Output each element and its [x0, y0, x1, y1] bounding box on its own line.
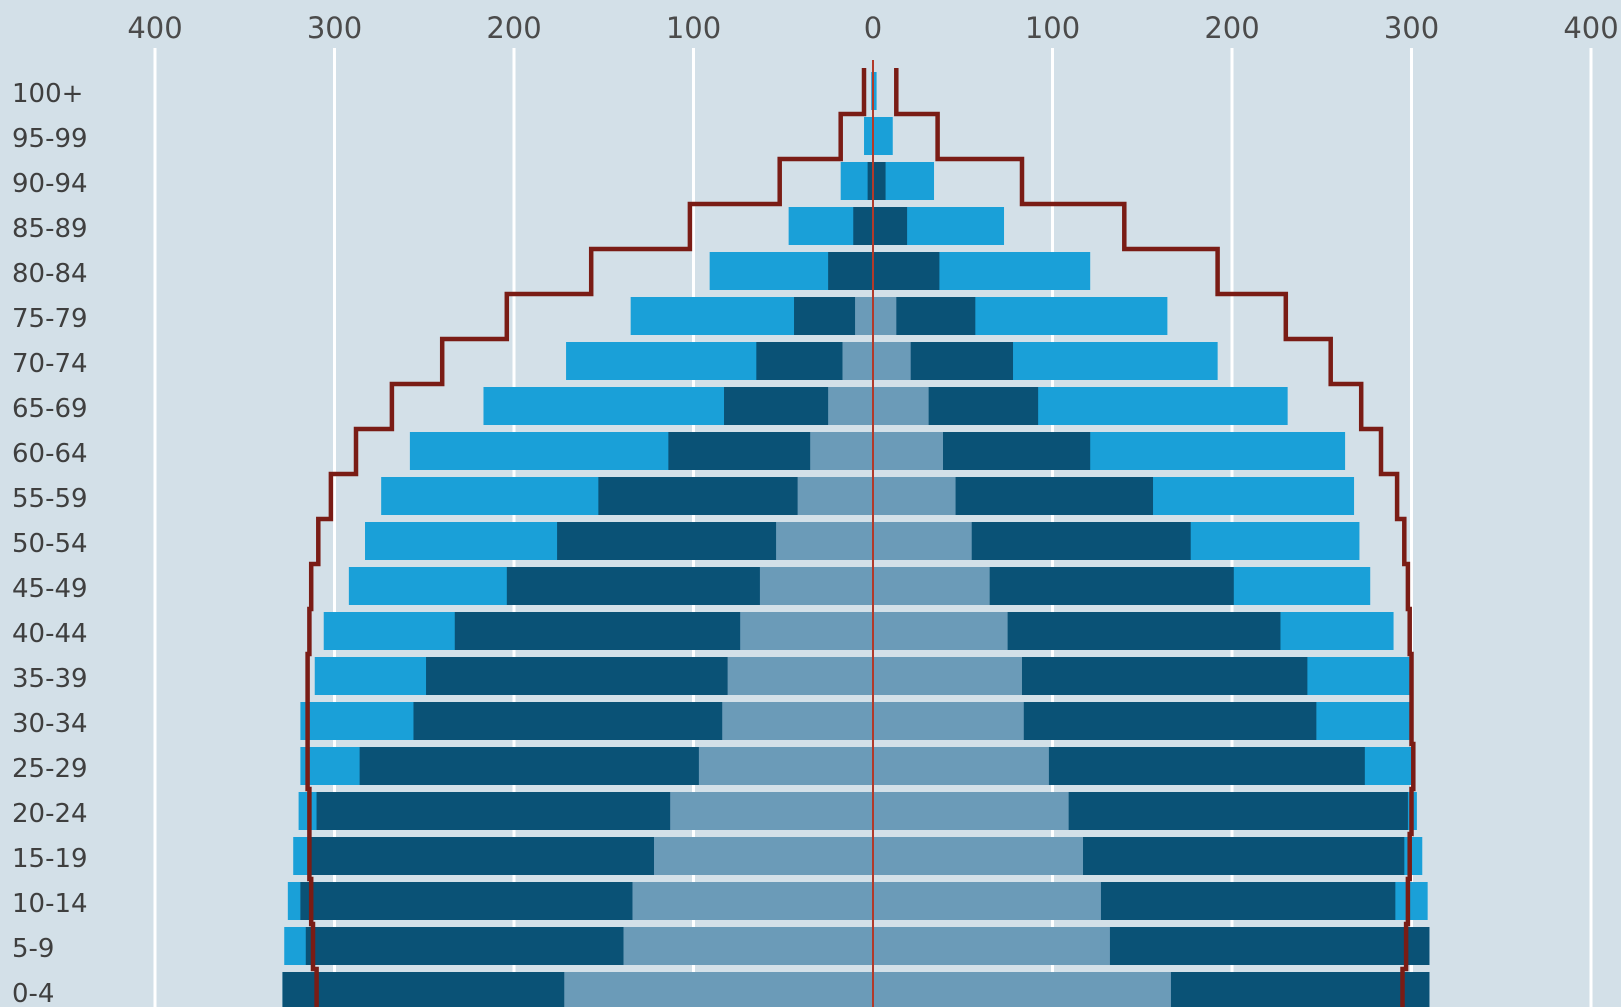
bar-right-inner-60-64 — [873, 432, 944, 470]
bar-right-outer-95-99 — [873, 117, 893, 155]
bar-left-inner-35-39 — [727, 657, 873, 695]
age-label-35-39: 35-39 — [12, 664, 88, 694]
bar-left-inner-60-64 — [810, 432, 873, 470]
bar-left-inner-20-24 — [670, 792, 873, 830]
bar-right-inner-70-74 — [873, 342, 911, 380]
bar-left-inner-75-79 — [855, 297, 873, 335]
age-label-75-79: 75-79 — [12, 304, 88, 334]
age-label-45-49: 45-49 — [12, 574, 88, 604]
bar-left-inner-70-74 — [842, 342, 873, 380]
x-tick-label: 400 — [127, 11, 182, 45]
age-label-60-64: 60-64 — [12, 439, 88, 469]
age-label-15-19: 15-19 — [12, 844, 88, 874]
bar-left-inner-0-4 — [564, 972, 873, 1007]
age-label-90-94: 90-94 — [12, 169, 88, 199]
bar-right-inner-5-9 — [873, 927, 1110, 965]
bar-right-inner-15-19 — [873, 837, 1084, 875]
bar-right-inner-50-54 — [873, 522, 972, 560]
bar-left-inner-15-19 — [654, 837, 873, 875]
x-tick-label: 400 — [1563, 11, 1618, 45]
bar-left-outer-95-99 — [864, 117, 873, 155]
age-label-70-74: 70-74 — [12, 349, 88, 379]
bar-left-middle-80-84 — [828, 252, 873, 290]
bar-left-middle-85-89 — [853, 207, 873, 245]
bar-right-inner-25-29 — [873, 747, 1049, 785]
x-axis-ticks: 400 300 200 100 0 100 200 300 400 — [127, 11, 1618, 45]
age-label-20-24: 20-24 — [12, 799, 88, 829]
age-label-10-14: 10-14 — [12, 889, 88, 919]
bar-left-inner-65-69 — [828, 387, 873, 425]
bar-right-inner-20-24 — [873, 792, 1069, 830]
bar-right-middle-85-89 — [873, 207, 908, 245]
bar-left-inner-5-9 — [623, 927, 873, 965]
bar-left-inner-45-49 — [759, 567, 873, 605]
bar-right-middle-90-94 — [873, 162, 886, 200]
outline-left — [305, 68, 867, 1007]
x-tick-label: 300 — [1384, 11, 1439, 45]
age-label-30-34: 30-34 — [12, 709, 88, 739]
x-tick-label: 0 — [864, 11, 882, 45]
age-label-95-99: 95-99 — [12, 124, 88, 154]
bar-right-inner-30-34 — [873, 702, 1024, 740]
outline — [305, 60, 1416, 1007]
age-label-65-69: 65-69 — [12, 394, 88, 424]
age-label-50-54: 50-54 — [12, 529, 88, 559]
x-tick-label: 200 — [486, 11, 541, 45]
bar-left-inner-40-44 — [740, 612, 873, 650]
x-tick-label: 100 — [1025, 11, 1080, 45]
bar-left-inner-55-59 — [797, 477, 873, 515]
x-tick-label: 100 — [666, 11, 721, 45]
bar-right-outer-100+ — [873, 72, 877, 110]
age-label-0-4: 0-4 — [12, 979, 54, 1007]
age-label-55-59: 55-59 — [12, 484, 88, 514]
bar-right-inner-75-79 — [873, 297, 897, 335]
bar-right-inner-65-69 — [873, 387, 929, 425]
age-label-85-89: 85-89 — [12, 214, 88, 244]
age-label-80-84: 80-84 — [12, 259, 88, 289]
age-group-labels: 100+ 95-99 90-94 85-89 80-84 75-79 70-74 65-69 6… — [12, 79, 88, 1007]
bar-left-middle-90-94 — [867, 162, 873, 200]
bar-right-inner-10-14 — [873, 882, 1101, 920]
age-label-25-29: 25-29 — [12, 754, 88, 784]
bar-right-inner-55-59 — [873, 477, 956, 515]
bars — [282, 72, 1430, 1007]
age-label-40-44: 40-44 — [12, 619, 88, 649]
outline-right — [894, 68, 1416, 1007]
age-label-100+: 100+ — [12, 79, 83, 109]
bar-right-inner-40-44 — [873, 612, 1008, 650]
bar-left-inner-50-54 — [776, 522, 873, 560]
age-label-5-9: 5-9 — [12, 934, 54, 964]
bar-right-inner-0-4 — [873, 972, 1171, 1007]
bar-right-inner-35-39 — [873, 657, 1022, 695]
bar-left-inner-25-29 — [698, 747, 873, 785]
bar-right-inner-45-49 — [873, 567, 990, 605]
bar-right-middle-80-84 — [873, 252, 940, 290]
bar-left-inner-30-34 — [722, 702, 873, 740]
x-tick-label: 300 — [307, 11, 362, 45]
bar-left-inner-10-14 — [632, 882, 873, 920]
x-tick-label: 200 — [1204, 11, 1259, 45]
